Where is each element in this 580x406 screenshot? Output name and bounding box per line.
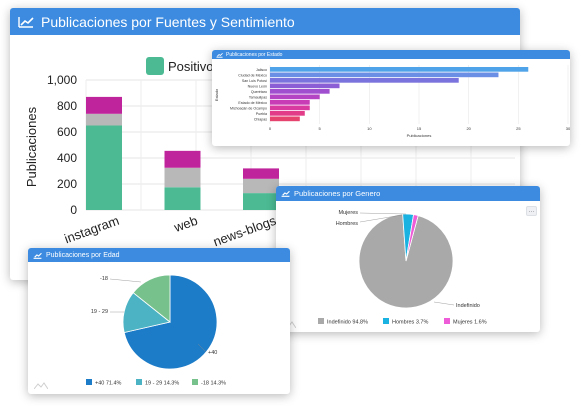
x-tick-label: web [171,213,199,236]
x-tick-label: 30 [566,126,570,131]
y-tick-label: 400 [57,151,77,165]
y-tick-label: 600 [57,125,77,139]
x-tick-label: 5 [319,126,322,131]
x-axis-label: Publicaciones [407,133,432,138]
line-chart-icon [33,252,42,259]
line-chart-icon [216,52,223,58]
y-tick-label: Estado de México [238,101,267,105]
pie-label: +40 [208,350,217,356]
bar-segment [164,150,201,168]
pie-label: Indefinido [456,303,480,309]
bar [270,72,499,78]
y-tick-label: Michoacán de Ocampo [230,107,267,111]
pie-leader-line [109,278,142,283]
legend-swatch [383,318,389,324]
edad-card: Publicaciones por Edad +40 19 - 29 -18 +40 … [28,248,290,394]
y-tick-label: Querétaro [251,90,267,94]
edad-chart: +40 19 - 29 -18 +40 71.4% 19 - 29 14.3% -18 1… [86,274,226,387]
bar-segment [243,168,279,179]
pie-slice [405,214,419,262]
y-tick-label: Jalisco [256,68,267,72]
legend-label: -18 14.3% [201,381,226,387]
fuentes-title: Publicaciones por Fuentes y Sentimiento [41,13,295,30]
bar-segment [164,167,201,188]
bar [270,105,310,111]
pie-leader-line [433,301,455,306]
bar [270,100,310,105]
estado-header: Publicaciones por Estado [212,50,570,59]
legend-label: Hombres 3.7% [392,320,428,326]
bar-segment [86,125,122,210]
genero-title: Publicaciones por Genero [294,189,381,198]
legend-swatch [192,379,198,385]
bar-segment [243,193,279,210]
y-axis-label: Estado [214,88,219,101]
pie-label: -18 [100,276,108,282]
pie-leader-line [359,212,407,215]
legend-swatch [318,318,324,324]
y-tick-label: Chiapas [254,118,267,122]
legend-swatch [444,318,450,324]
legend-label: +40 71.4% [95,381,122,387]
bar-segment [86,96,122,114]
y-axis-label: Publicaciones [24,106,39,187]
y-tick-label: 200 [57,177,77,191]
bar [270,83,340,89]
y-tick-label: Ciudad de México [238,74,267,78]
bar [270,111,305,116]
x-tick-label: news-blogs [211,213,278,250]
pie-label: Mujeres [338,210,358,216]
legend-positivos-swatch [146,57,164,75]
bar-segment [243,178,279,194]
pie-label: 19 - 29 [91,309,108,315]
y-tick-label: 0 [70,203,77,217]
bar-segment [164,187,201,210]
x-tick-label: 15 [417,126,422,131]
estado-card: Publicaciones por Estado 0 5 10 15 20 25 30 Jal… [212,50,570,146]
legend-positivos-label: Positivos [168,59,221,74]
pie-slice [132,274,171,323]
bar [270,94,320,100]
x-tick-label: 25 [516,126,521,131]
bar [270,67,529,72]
x-tick-label: 0 [269,126,272,131]
y-tick-label: 1,000 [47,73,77,87]
x-tick-label: 10 [367,126,372,131]
bar [270,116,300,122]
genero-chart: Indefinido Hombres Mujeres Indefinido 94.8%… [318,210,487,326]
pie-leader-line [197,343,207,353]
genero-header: Publicaciones por Genero [276,186,540,201]
y-tick-label: San Luis Potosí [242,79,267,83]
fuentes-header: Publicaciones por Fuentes y Sentimiento [10,8,520,35]
legend-swatch [86,379,92,385]
legend-swatch [136,379,142,385]
line-chart-icon [281,190,290,197]
genero-card: Publicaciones por Genero ... Indefinido H… [276,186,540,332]
line-chart-icon [18,16,34,28]
legend-label: Indefinido 94.8% [327,320,368,326]
legend-label: Mujeres 1.6% [453,320,487,326]
bar [270,89,330,94]
genero-menu-button[interactable]: ... [526,206,537,216]
x-tick-label: instagram [62,213,121,247]
y-tick-label: Nuevo León [248,85,267,89]
edad-header: Publicaciones por Edad [28,248,290,262]
bar [270,78,459,83]
pie-leader-line [359,214,403,223]
bar-segment [86,113,122,126]
edad-title: Publicaciones por Edad [46,251,120,259]
mountain-logo-icon [34,382,48,389]
y-tick-label: 800 [57,99,77,113]
legend-label: 19 - 29 14.3% [145,381,179,387]
y-tick-label: Puebla [256,112,267,116]
x-tick-label: 20 [466,126,471,131]
pie-label: Hombres [336,221,359,227]
estado-title: Publicaciones por Estado [226,51,283,58]
y-tick-label: Tamaulipas [249,96,267,100]
